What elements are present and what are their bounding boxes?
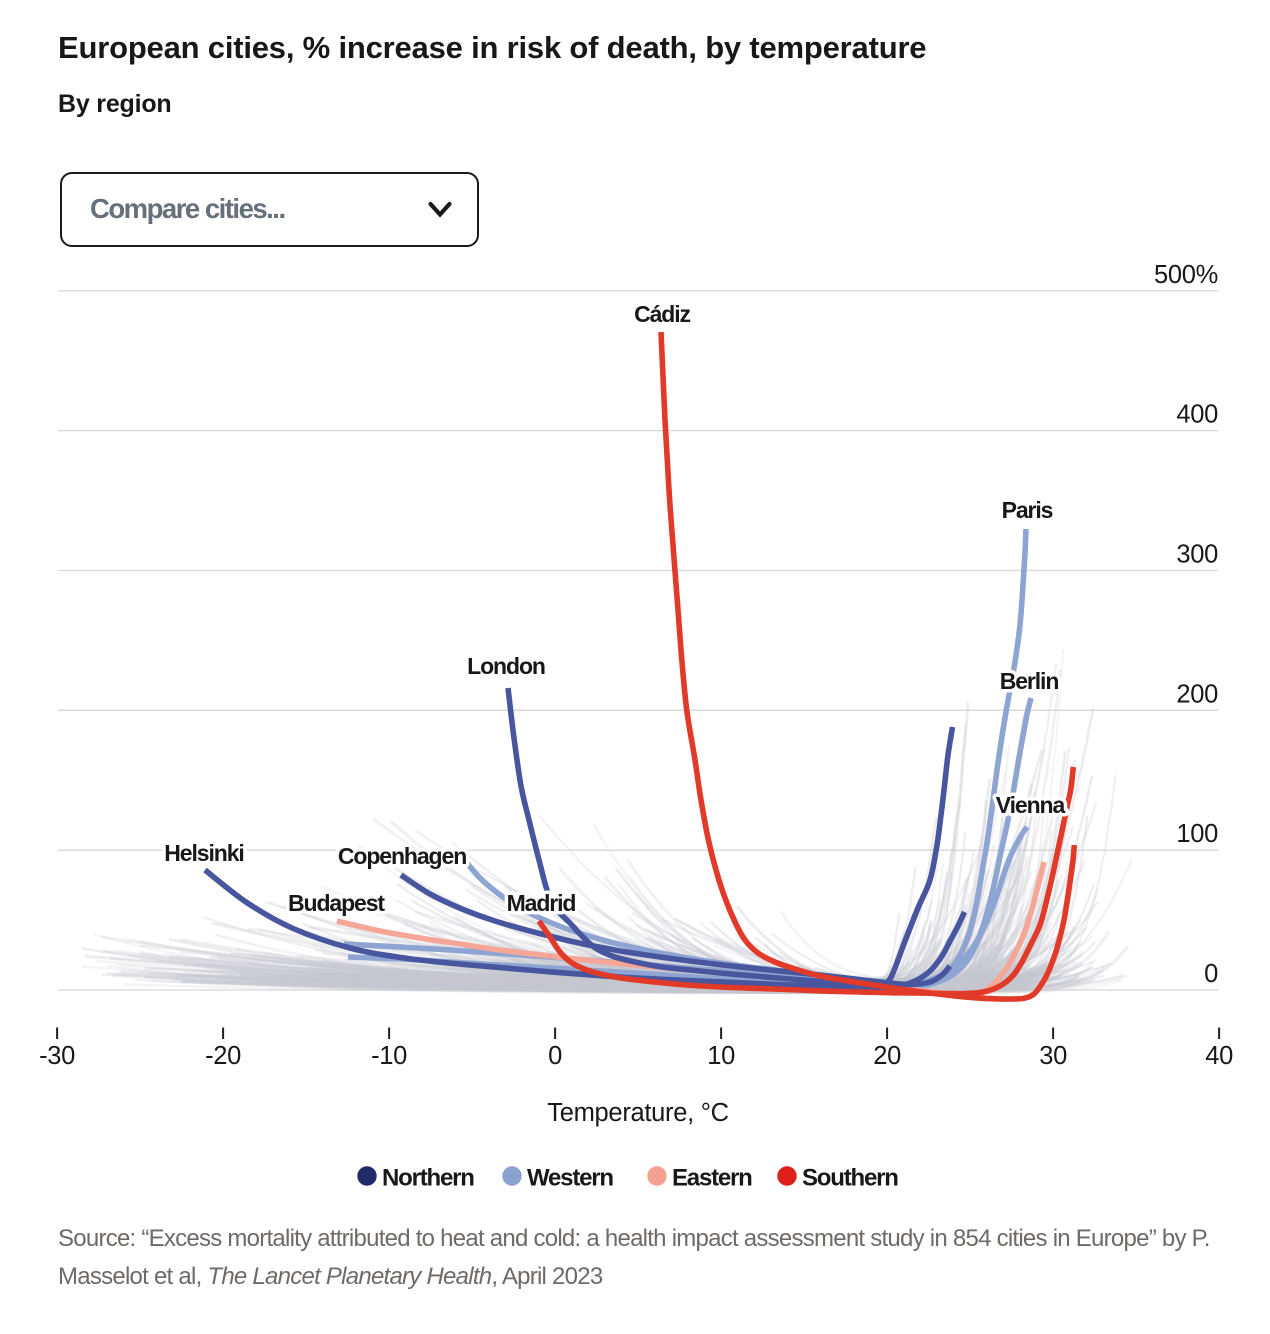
svg-text:Vienna: Vienna <box>996 792 1066 818</box>
svg-text:Southern: Southern <box>802 1165 898 1192</box>
svg-text:30: 30 <box>1039 1042 1067 1070</box>
svg-text:-20: -20 <box>205 1042 241 1070</box>
svg-text:-30: -30 <box>39 1042 75 1070</box>
svg-text:20: 20 <box>873 1042 901 1070</box>
svg-text:Northern: Northern <box>382 1165 474 1192</box>
svg-text:Eastern: Eastern <box>672 1165 752 1192</box>
svg-text:Budapest: Budapest <box>288 890 385 916</box>
svg-text:0: 0 <box>1204 960 1218 988</box>
svg-text:200: 200 <box>1176 680 1218 708</box>
svg-text:100: 100 <box>1176 820 1218 848</box>
svg-text:Cádiz: Cádiz <box>634 301 690 327</box>
svg-text:Helsinki: Helsinki <box>164 840 243 866</box>
svg-text:0: 0 <box>548 1042 562 1070</box>
svg-text:Paris: Paris <box>1002 497 1053 523</box>
svg-text:Copenhagen: Copenhagen <box>338 843 466 869</box>
svg-text:London: London <box>467 653 545 679</box>
svg-text:-10: -10 <box>371 1042 407 1070</box>
svg-text:Western: Western <box>527 1165 613 1192</box>
svg-text:500%: 500% <box>1154 261 1218 289</box>
svg-text:300: 300 <box>1176 541 1218 569</box>
svg-text:Berlin: Berlin <box>1000 668 1059 694</box>
svg-text:10: 10 <box>707 1042 735 1070</box>
svg-text:Temperature, °C: Temperature, °C <box>547 1099 728 1127</box>
svg-text:Madrid: Madrid <box>507 890 576 916</box>
svg-text:40: 40 <box>1205 1042 1233 1070</box>
svg-text:400: 400 <box>1176 401 1218 429</box>
